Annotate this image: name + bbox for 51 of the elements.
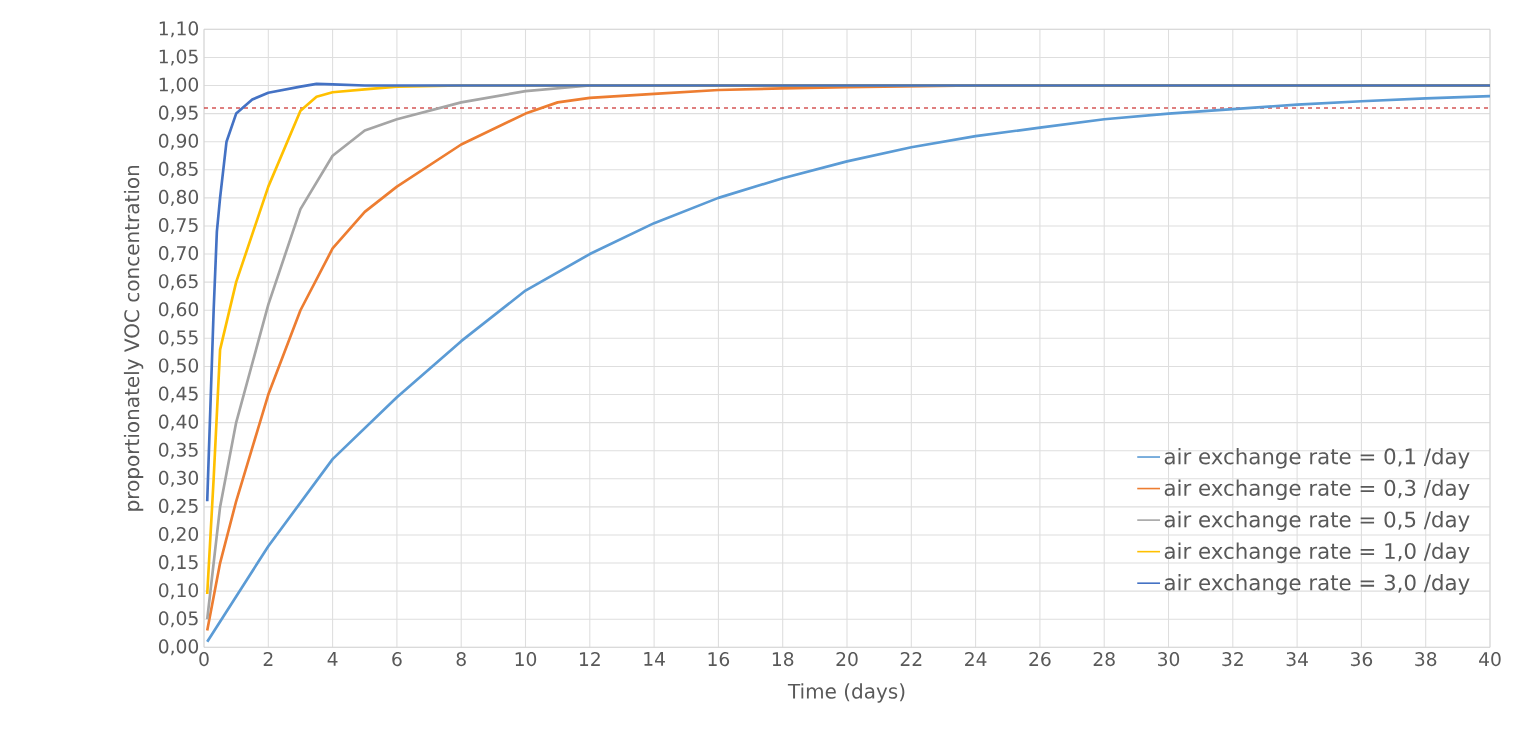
- y-tick-label: 0,65: [158, 274, 198, 291]
- x-tick-label: 22: [900, 652, 922, 666]
- x-tick-label: 4: [327, 652, 338, 666]
- y-tick-label: 0,45: [158, 386, 198, 403]
- x-tick-label: 18: [772, 652, 794, 667]
- y-tick-label: 0,15: [158, 555, 198, 572]
- legend-label: air exchange rate = 0,5 /day: [1164, 511, 1470, 532]
- y-tick-label: 1,10: [159, 21, 199, 38]
- x-tick-label: 0: [199, 652, 209, 667]
- x-tick-label: 12: [579, 652, 600, 666]
- x-tick-label: 40: [1479, 652, 1501, 667]
- y-tick-label: 0,60: [158, 302, 199, 319]
- x-tick-label: 20: [836, 652, 858, 667]
- x-tick-label: 38: [1415, 652, 1437, 667]
- x-tick-label: 16: [708, 652, 730, 667]
- x-tick-label: 2: [263, 652, 273, 666]
- y-tick-label: 0,30: [158, 470, 199, 487]
- x-tick-label: 8: [456, 652, 466, 667]
- y-tick-label: 0,85: [158, 161, 198, 178]
- x-tick-label: 10: [515, 652, 537, 667]
- y-tick-label: 0,75: [158, 217, 198, 234]
- x-tick-label: 30: [1158, 652, 1180, 667]
- y-tick-label: 0,20: [158, 526, 199, 543]
- y-tick-label: 0,35: [158, 442, 198, 459]
- legend-label: air exchange rate = 0,1 /day: [1164, 447, 1470, 469]
- y-tick-label: 0,40: [158, 414, 199, 431]
- y-tick-label: 0,55: [158, 330, 198, 347]
- y-tick-label: 0,05: [158, 611, 198, 628]
- x-tick-label: 28: [1093, 652, 1115, 667]
- y-tick-label: 0,50: [158, 358, 199, 375]
- x-axis-title: Time (days): [787, 683, 905, 703]
- legend-label: air exchange rate = 1,0 /day: [1164, 542, 1470, 564]
- y-tick-label: 0,95: [158, 105, 198, 122]
- y-tick-label: 0,70: [158, 246, 199, 263]
- y-axis-title: proportionately VOC concentration: [123, 165, 144, 511]
- x-tick-label: 36: [1350, 652, 1373, 667]
- y-tick-label: 1,00: [159, 77, 199, 94]
- y-tick-label: 0,90: [158, 133, 199, 150]
- x-tick-label: 32: [1222, 652, 1243, 667]
- x-tick-label: 24: [965, 652, 987, 666]
- x-tick-label: 26: [1029, 652, 1051, 667]
- y-tick-label: 0,00: [158, 639, 199, 656]
- legend-label: air exchange rate = 0,3 /day: [1164, 479, 1470, 501]
- x-tick-label: 6: [392, 652, 402, 667]
- x-tick-label: 34: [1286, 652, 1308, 667]
- legend-label: air exchange rate = 3,0 /day: [1164, 574, 1470, 595]
- y-tick-label: 0,80: [158, 189, 199, 206]
- x-tick-label: 14: [644, 652, 665, 666]
- y-tick-label: 1,05: [159, 49, 198, 66]
- y-tick-label: 0,10: [158, 583, 199, 600]
- y-tick-label: 0,25: [158, 498, 198, 515]
